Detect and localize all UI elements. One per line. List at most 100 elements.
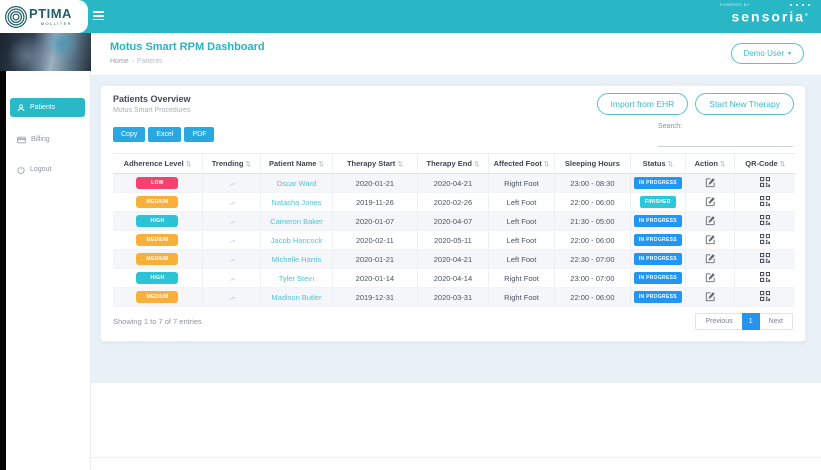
column-header[interactable]: QR-Code ⇅ (734, 153, 795, 174)
powered-by-label: POWERED BY (720, 3, 750, 7)
qr-code-button[interactable] (760, 196, 771, 206)
breadcrumb-home[interactable]: Home (110, 58, 129, 65)
trending-arrow-icon: → (225, 176, 238, 190)
status-badge: IN PROGRESS (633, 177, 682, 189)
adherence-badge: MEDIUM (136, 253, 179, 265)
edit-action-button[interactable] (705, 215, 716, 226)
therapy-start-cell: 2019-11-26 (332, 192, 418, 212)
trending-arrow-icon: → (225, 290, 238, 304)
column-header[interactable]: Status ⇅ (630, 153, 686, 174)
table-row: MEDIUM → Madison Butler 2019-12-31 2020-… (113, 287, 795, 307)
sleeping-hours-cell: 23:00 - 07:00 (553, 268, 631, 288)
sort-icon: ⇅ (667, 161, 674, 168)
status-badge: FINISHED (639, 196, 676, 208)
qr-code-button[interactable] (760, 272, 771, 282)
qr-code-button[interactable] (760, 234, 771, 244)
optima-brand-word: PTIMA (29, 6, 72, 21)
start-new-therapy-button[interactable]: Start New Therapy (695, 93, 794, 115)
trending-arrow-icon: → (225, 233, 238, 247)
adherence-badge: HIGH (136, 272, 179, 284)
adherence-badge: HIGH (136, 215, 179, 227)
sidebar-item-billing[interactable]: Billing (10, 130, 85, 149)
therapy-start-cell: 2020-01-14 (332, 268, 418, 288)
patients-icon (17, 103, 25, 111)
next-page-button[interactable]: Next (759, 313, 793, 330)
column-header: Sleeping Hours (553, 153, 631, 174)
search-box: Search: (658, 123, 793, 148)
sidebar-item-label: Logout (30, 166, 52, 173)
status-badge: IN PROGRESS (633, 234, 682, 246)
footer-divider (91, 457, 821, 458)
sort-icon: ⇅ (245, 161, 251, 168)
edit-action-button[interactable] (705, 234, 716, 245)
edit-icon (705, 234, 715, 244)
qr-code-button[interactable] (760, 253, 771, 263)
qr-code-button[interactable] (760, 291, 771, 301)
patient-name-link[interactable]: Tyler Stein (278, 273, 315, 283)
column-header[interactable]: Therapy End ⇅ (416, 153, 489, 174)
edit-action-button[interactable] (705, 196, 716, 207)
sort-icon: ⇅ (397, 161, 403, 168)
sidebar-item-label: Billing (31, 136, 50, 143)
user-menu-button[interactable]: Demo User ▾ (730, 43, 804, 64)
qr-code-icon (760, 253, 771, 263)
column-header[interactable]: Therapy Start ⇅ (332, 153, 418, 174)
copy-button[interactable]: Copy (113, 127, 146, 142)
adherence-badge: MEDIUM (136, 196, 179, 208)
patient-name-link[interactable]: Jacob Hancock (270, 235, 323, 245)
affected-foot-cell: Left Foot (488, 249, 555, 269)
logout-icon (17, 165, 25, 174)
patient-name-link[interactable]: Cameron Baker (270, 216, 323, 226)
patient-name-link[interactable]: Michelle Harris (271, 254, 322, 264)
current-page-button[interactable]: 1 (741, 313, 760, 330)
table-row: HIGH → Tyler Stein 2020-01-14 2020-04-14… (113, 268, 795, 288)
therapy-end-cell: 2020-02-26 (416, 192, 489, 212)
table-row: LOW → Oscar Ward 2020-01-21 2020-04-21 R… (113, 173, 795, 193)
previous-page-button[interactable]: Previous (695, 313, 742, 330)
therapy-end-cell: 2020-04-07 (416, 211, 489, 231)
edit-action-button[interactable] (705, 177, 716, 188)
edit-action-button[interactable] (705, 291, 716, 302)
patient-name-link[interactable]: Natasha Jones (271, 197, 322, 207)
search-input[interactable] (658, 135, 793, 147)
sleeping-hours-cell: 22:00 - 06:00 (553, 287, 631, 307)
column-header[interactable]: Action ⇅ (684, 153, 735, 174)
edit-action-button[interactable] (705, 272, 716, 283)
sort-icon: ⇅ (779, 161, 786, 168)
menu-toggle-icon[interactable] (93, 11, 104, 22)
sort-icon: ⇅ (185, 161, 192, 168)
adherence-badge: LOW (136, 177, 179, 189)
sidebar-photo (0, 33, 91, 71)
export-buttons: Copy Excel PDF (113, 127, 215, 142)
affected-foot-cell: Right Foot (488, 287, 555, 307)
import-from-ehr-button[interactable]: Import from EHR (596, 93, 689, 115)
therapy-end-cell: 2020-04-21 (416, 249, 489, 269)
table-header-row: Adherence Level ⇅ Trending ⇅ Patient Name ⇅ Th… (113, 153, 795, 174)
pdf-button[interactable]: PDF (184, 127, 215, 142)
therapy-start-cell: 2019-12-31 (332, 287, 418, 307)
trending-arrow-icon: → (225, 195, 238, 209)
excel-button[interactable]: Excel (148, 127, 182, 142)
edit-icon (705, 291, 715, 301)
breadcrumb: Home › Patients (110, 58, 162, 65)
column-header[interactable]: Adherence Level ⇅ (113, 153, 203, 174)
page-header: Motus Smart RPM Dashboard Home › Patients … (91, 33, 821, 76)
affected-foot-cell: Left Foot (488, 211, 555, 231)
edit-icon (705, 272, 715, 282)
edit-action-button[interactable] (705, 253, 716, 264)
qr-code-button[interactable] (760, 215, 771, 225)
breadcrumb-separator: › (131, 58, 135, 65)
column-header[interactable]: Affected Foot ⇅ (488, 153, 555, 174)
sort-icon: ⇅ (543, 161, 550, 168)
qr-code-icon (760, 291, 771, 301)
column-header[interactable]: Trending ⇅ (201, 153, 261, 174)
column-header[interactable]: Patient Name ⇅ (259, 153, 333, 174)
patient-name-link[interactable]: Madison Butler (271, 292, 322, 302)
sidebar-item-patients[interactable]: Patients (10, 98, 85, 117)
sidebar-item-logout[interactable]: Logout (10, 160, 85, 179)
user-menu-label: Demo User (743, 49, 784, 58)
sensoria-brand-word: sensoria® (731, 8, 810, 25)
sort-icon: ⇅ (318, 161, 324, 168)
patient-name-link[interactable]: Oscar Ward (276, 178, 317, 188)
qr-code-button[interactable] (760, 177, 771, 187)
